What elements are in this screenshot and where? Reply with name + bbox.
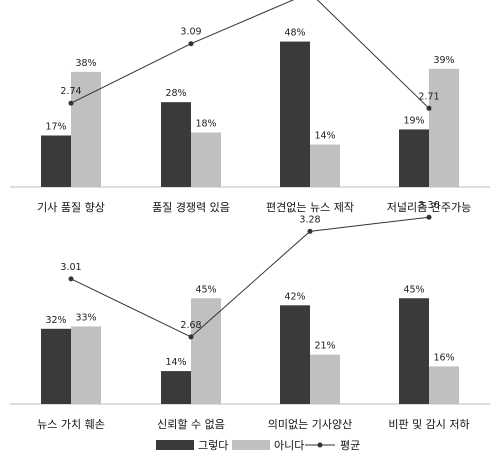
bar-yes (161, 371, 191, 404)
bar-value-label: 32% (45, 315, 66, 326)
avg-value-label: 3.09 (180, 27, 201, 38)
bar-value-label: 42% (284, 291, 305, 302)
bar-value-label: 14% (314, 131, 335, 142)
avg-line (70, 216, 430, 338)
avg-marker (188, 334, 194, 340)
avg-marker (68, 276, 74, 282)
avg-marker (426, 214, 432, 220)
category-label: 비판 및 감시 저하 (388, 417, 469, 431)
avg-value-label: 2.74 (60, 86, 81, 97)
legend-swatch-yes (156, 440, 194, 450)
bar-yes (280, 305, 310, 404)
bar-value-label: 33% (75, 312, 96, 323)
avg-value-label: 3.28 (299, 214, 320, 225)
avg-value-label: 2.68 (180, 320, 201, 331)
bar-no (71, 326, 101, 404)
bar-value-label: 48% (284, 28, 305, 39)
legend-swatch-no (232, 440, 270, 450)
bar-value-label: 28% (165, 88, 186, 99)
bar-value-label: 39% (433, 55, 454, 66)
bar-value-label: 38% (75, 58, 96, 69)
bar-value-label: 17% (45, 121, 66, 132)
bar-no (310, 144, 340, 187)
category-label: 품질 경쟁력 있음 (152, 201, 230, 214)
bar-value-label: 19% (403, 115, 424, 126)
category-label: 편견없는 뉴스 제작 (266, 201, 354, 214)
legend: 그렇다 아니다 평균 (156, 439, 360, 452)
category-label: 신뢰할 수 없음 (157, 418, 225, 431)
avg-marker (307, 228, 313, 234)
bar-value-label: 45% (403, 284, 424, 295)
legend-label-yes: 그렇다 (198, 439, 228, 452)
bar-yes (41, 135, 71, 187)
bar-yes (161, 102, 191, 187)
bar-no (191, 298, 221, 404)
bar-no (191, 132, 221, 187)
bar-yes (399, 129, 429, 187)
category-label: 뉴스 가치 훼손 (37, 418, 105, 431)
avg-value-label: 2.71 (418, 91, 439, 102)
legend-label-avg: 평균 (340, 439, 360, 452)
bar-value-label: 14% (165, 357, 186, 368)
chart-panel-2: 32% 14% 42% 45% 33% 45% 21% 16% 뉴스 가치 훼손 신뢰할 수 없음… (10, 200, 490, 431)
avg-line (70, 0, 430, 109)
chart-panel-1: 17% 28% 48% 19% 38% 18% 14% 39% 기사 품질 향상 품질 경쟁력 있… (10, 0, 490, 214)
bar-yes (399, 298, 429, 404)
avg-marker (426, 105, 432, 111)
bar-value-label: 16% (433, 352, 454, 363)
bar-value-label: 18% (195, 118, 216, 129)
avg-value-label: 3.36 (418, 200, 439, 211)
category-label: 기사 품질 향상 (37, 201, 105, 214)
category-label: 저널리즘 간주가능 (387, 201, 471, 214)
avg-marker (188, 41, 194, 47)
bar-yes (41, 328, 71, 404)
bar-value-label: 21% (314, 341, 335, 352)
avg-value-label: 3.01 (60, 262, 81, 273)
bar-no (310, 354, 340, 404)
legend-marker-avg (317, 442, 323, 448)
bar-no (429, 68, 459, 187)
bar-no (429, 366, 459, 404)
bar-yes (280, 41, 310, 188)
bar-value-label: 45% (195, 284, 216, 295)
legend-label-no: 아니다 (274, 439, 304, 452)
avg-marker (68, 100, 74, 106)
category-label: 의미없는 기사양산 (268, 418, 352, 431)
